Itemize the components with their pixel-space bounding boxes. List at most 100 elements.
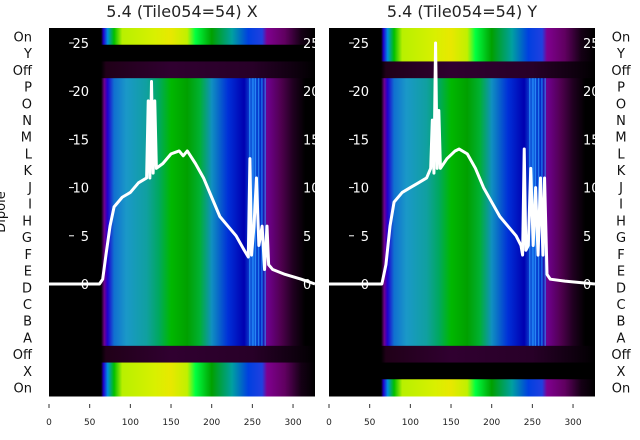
row-label: On [612,382,630,397]
x-tick-label: 0 [326,418,332,428]
row-label: Off [611,64,631,79]
overlay-y-tick-label-right: 10 [303,182,320,197]
heatmap-row [49,195,315,213]
row-label: I [619,198,623,213]
heatmap-row [329,379,595,397]
overlay-y-tick-label: 15 [352,133,369,148]
heatmap-row [329,94,595,113]
row-label: Off [13,64,33,79]
heatmap-row [49,379,315,397]
row-label: On [14,382,32,397]
overlay-y-tick-label-right: 0 [303,278,311,293]
heatmap-row [49,278,315,297]
row-label: H [22,214,32,229]
x-tick-label: 150 [162,418,179,428]
row-label: G [22,231,32,246]
overlay-y-tick-label-right: 20 [303,85,320,100]
row-label: A [617,331,626,346]
heatmap-row [329,111,595,129]
heatmap-row [49,28,315,46]
row-label: L [25,147,33,162]
overlay-y-tick-label-right: 0 [583,278,591,293]
heatmap-row [49,44,315,62]
heatmap-row [49,161,315,180]
x-tick-label: 200 [483,418,500,428]
overlay-y-tick-label-right: 25 [583,37,600,52]
x-tick-label: 100 [402,418,419,428]
row-label: N [616,114,626,129]
heatmap-row [329,195,595,213]
panel-gap [316,28,328,396]
heatmap-stripe [261,78,263,346]
x-tick-label: 300 [284,418,301,428]
row-label: Y [616,47,625,62]
x-tick-label: 50 [364,418,376,428]
row-label: X [23,365,32,380]
x-tick-label: 250 [524,418,541,428]
heatmap-row [329,145,595,163]
row-label: O [616,97,626,112]
heatmap-row [329,262,595,280]
overlay-y-tick-label: 20 [72,85,89,100]
heatmap-row [49,78,315,96]
row-label: K [23,164,32,179]
row-label: G [616,231,626,246]
heatmap-row [49,295,315,313]
overlay-y-tick-label-right: 20 [583,85,600,100]
overlay-y-tick-label: 25 [72,37,89,52]
row-label: C [616,298,625,313]
x-tick-label: 0 [46,418,52,428]
spectrum-line [329,41,596,286]
heatmap-row [49,262,315,280]
row-label: A [23,331,32,346]
row-label: Off [611,348,631,363]
heatmap-row [49,128,315,146]
overlay-y-tick-label: 20 [352,85,369,100]
row-label: B [23,315,32,330]
x-tick-label: 150 [442,418,459,428]
panel-title: 5.4 (Tile054=54) Y [387,2,537,21]
heatmap-row [329,78,595,96]
overlay-y-tick-label: 5 [361,230,369,245]
heatmap-row [49,61,315,79]
row-label: I [28,198,32,213]
row-label: E [617,265,625,280]
row-label: X [617,365,626,380]
row-label: L [617,147,625,162]
heatmap-row [49,345,315,364]
row-label: F [617,248,624,263]
heatmap-row [329,345,595,364]
row-label: P [24,81,32,96]
overlay-y-tick-label: 15 [72,133,89,148]
panel-x: 5.4 (Tile054=54) X On Y Off PONMLKJIHGFEDCBA… [0,2,320,428]
y-axis-label: Dipole [0,191,9,232]
x-tick-label: 250 [244,418,261,428]
heatmap-row [329,61,595,79]
heatmap-row [329,278,595,297]
heatmap-row [49,312,315,330]
row-label: C [23,298,32,313]
overlay-y-tick-label: 5 [81,230,89,245]
overlay-y-tick-label: 10 [352,182,369,197]
row-label: M [615,131,626,146]
x-tick-label: 100 [122,418,139,428]
row-label: J [618,181,623,196]
row-label: D [22,281,32,296]
row-label: K [617,164,626,179]
heatmap-row [49,212,315,230]
heatmap-row [49,362,315,380]
overlay-y-tick-label-right: 10 [583,182,600,197]
row-label: B [617,315,626,330]
heatmap-row [329,362,595,380]
heatmap-row [49,245,315,263]
row-label: Y [23,47,32,62]
row-label: D [616,281,626,296]
overlay-y-tick-label-right: 5 [583,230,591,245]
heatmap-row [49,111,315,129]
heatmap-row [49,94,315,113]
heatmap-row [329,312,595,330]
row-label: H [616,214,626,229]
row-label: P [617,81,625,96]
heatmap-row [329,329,595,347]
